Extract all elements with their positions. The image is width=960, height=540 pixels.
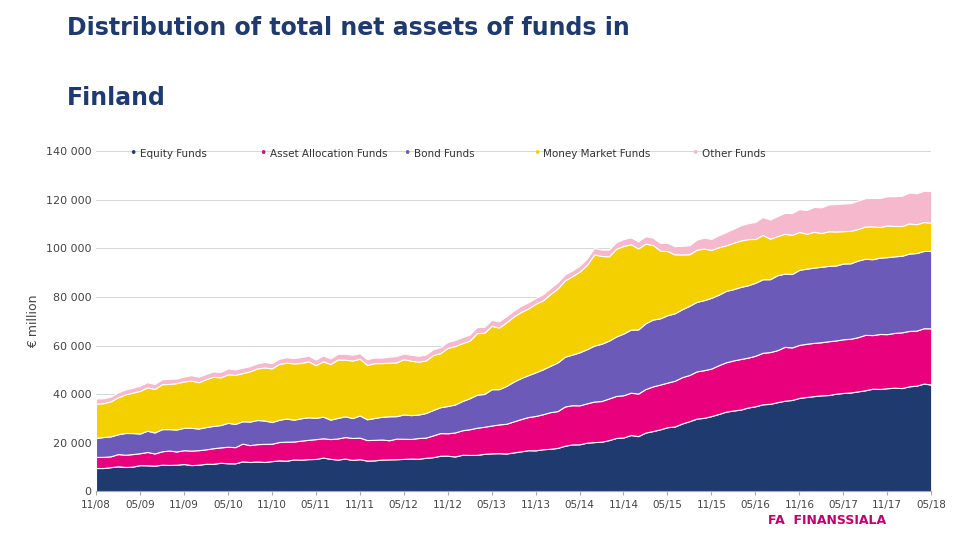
Text: Asset Allocation Funds: Asset Allocation Funds (270, 149, 387, 159)
Text: FA  FINANSSIALA: FA FINANSSIALA (768, 514, 886, 526)
Text: •: • (403, 147, 411, 160)
Text: Bond Funds: Bond Funds (414, 149, 474, 159)
Y-axis label: € million: € million (27, 294, 40, 348)
Text: Distribution of total net assets of funds in: Distribution of total net assets of fund… (67, 16, 630, 40)
Text: •: • (533, 147, 540, 160)
Text: Equity Funds: Equity Funds (140, 149, 207, 159)
Text: •: • (130, 147, 137, 160)
Text: Finland: Finland (67, 86, 166, 110)
Text: Money Market Funds: Money Market Funds (543, 149, 651, 159)
Text: •: • (259, 147, 267, 160)
Text: •: • (691, 147, 699, 160)
Text: Other Funds: Other Funds (702, 149, 765, 159)
